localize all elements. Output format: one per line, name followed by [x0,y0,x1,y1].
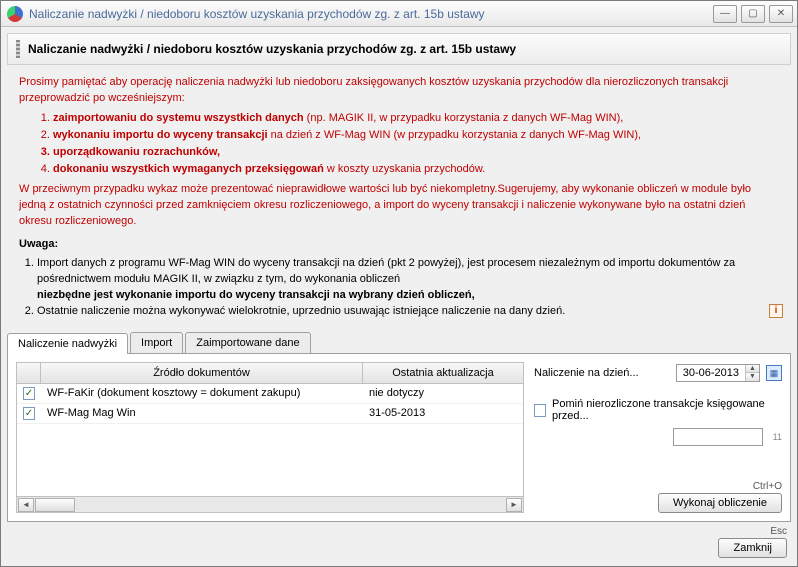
row-updated: 31-05-2013 [363,404,523,423]
table-body: ✓ WF-FaKir (dokument kosztowy = dokument … [17,384,523,496]
uwaga-title: Uwaga: [19,237,779,253]
exec-shortcut: Ctrl+O [753,481,782,492]
skip-row: Pomiń nierozliczone transakcje księgowan… [534,398,782,422]
instructions-panel: Prosimy pamiętać aby operację naliczenia… [9,71,789,324]
skip-date-row: 11 [534,428,782,446]
window-title: Naliczanie nadwyżki / niedoboru kosztów … [29,7,707,21]
scroll-left-icon[interactable]: ◄ [18,498,34,512]
step-4: dokonaniu wszystkich wymaganych przeksię… [53,162,779,178]
maximize-button[interactable]: ▢ [741,5,765,23]
tabstrip: Naliczenie nadwyżki Import Zaimportowane… [7,332,791,354]
intro-text: Prosimy pamiętać aby operację naliczenia… [19,75,779,107]
close-button[interactable]: ✕ [769,5,793,23]
skip-date-input[interactable] [673,428,763,446]
row-source: WF-FaKir (dokument kosztowy = dokument z… [41,384,363,403]
window-buttons: — ▢ ✕ [713,5,793,23]
row-checkbox[interactable]: ✓ [23,407,35,420]
header-title: Naliczanie nadwyżki / niedoboru kosztów … [28,42,516,56]
scroll-right-icon[interactable]: ► [506,498,522,512]
close-shortcut: Esc [770,526,787,537]
col-source: Źródło dokumentów [41,363,363,383]
tab-naliczenie[interactable]: Naliczenie nadwyżki [7,333,128,354]
info-icon[interactable]: i [769,304,783,318]
table-header: Źródło dokumentów Ostatnia aktualizacja [17,363,523,384]
date-spinner[interactable]: ▲▼ [745,365,759,381]
step-3: uporządkowaniu rozrachunków, [53,145,779,161]
calc-date-row: Naliczenie na dzień... 30-06-2013 ▲▼ ▦ [534,364,782,382]
warning-text: W przeciwnym przypadku wykaz może prezen… [19,182,779,230]
scroll-thumb[interactable] [35,498,75,512]
col-check [17,363,41,383]
uwaga-2: Ostatnie naliczenie można wykonywać wiel… [37,304,779,320]
row-checkbox[interactable]: ✓ [23,387,35,400]
execute-button[interactable]: Wykonaj obliczenie [658,493,782,513]
grip-icon [16,40,20,58]
calc-date-value: 30-06-2013 [677,365,745,381]
uwaga-list: Import danych z programu WF-Mag WIN do w… [37,256,779,320]
skip-checkbox[interactable] [534,404,546,417]
sources-table: Źródło dokumentów Ostatnia aktualizacja … [16,362,524,513]
h-scrollbar[interactable]: ◄ ► [17,496,523,512]
app-window: Naliczanie nadwyżki / niedoboru kosztów … [0,0,798,567]
minimize-button[interactable]: — [713,5,737,23]
side-panel: Naliczenie na dzień... 30-06-2013 ▲▼ ▦ P… [534,362,782,513]
skip-label: Pomiń nierozliczone transakcje księgowan… [552,398,782,422]
table-row[interactable]: ✓ WF-Mag Mag Win31-05-2013 [17,404,523,424]
row-source: WF-Mag Mag Win [41,404,363,423]
calc-date-input[interactable]: 30-06-2013 ▲▼ [676,364,760,382]
col-updated: Ostatnia aktualizacja [363,363,523,383]
titlebar: Naliczanie nadwyżki / niedoboru kosztów … [1,1,797,27]
tab-body: Źródło dokumentów Ostatnia aktualizacja … [7,354,791,522]
tab-zaimportowane[interactable]: Zaimportowane dane [185,332,310,353]
row-updated: nie dotyczy [363,384,523,403]
calc-date-label: Naliczenie na dzień... [534,367,670,379]
step-1: zaimportowaniu do systemu wszystkich dan… [53,111,779,127]
steps-list: zaimportowaniu do systemu wszystkich dan… [53,111,779,178]
close-window-button[interactable]: Zamknij [718,538,787,558]
calendar-icon[interactable]: ▦ [766,365,782,381]
tab-region: Naliczenie nadwyżki Import Zaimportowane… [7,332,791,522]
table-row[interactable]: ✓ WF-FaKir (dokument kosztowy = dokument … [17,384,523,404]
header-band: Naliczanie nadwyżki / niedoboru kosztów … [7,33,791,65]
tab-import[interactable]: Import [130,332,183,353]
app-icon [7,6,23,22]
step-2: wykonaniu importu do wyceny transakcji n… [53,128,779,144]
uwaga-1: Import danych z programu WF-Mag WIN do w… [37,256,779,304]
footer: Esc Zamknij [1,522,797,566]
skip-badge: 11 [773,432,782,442]
exec-area: Ctrl+O Wykonaj obliczenie [534,481,782,513]
